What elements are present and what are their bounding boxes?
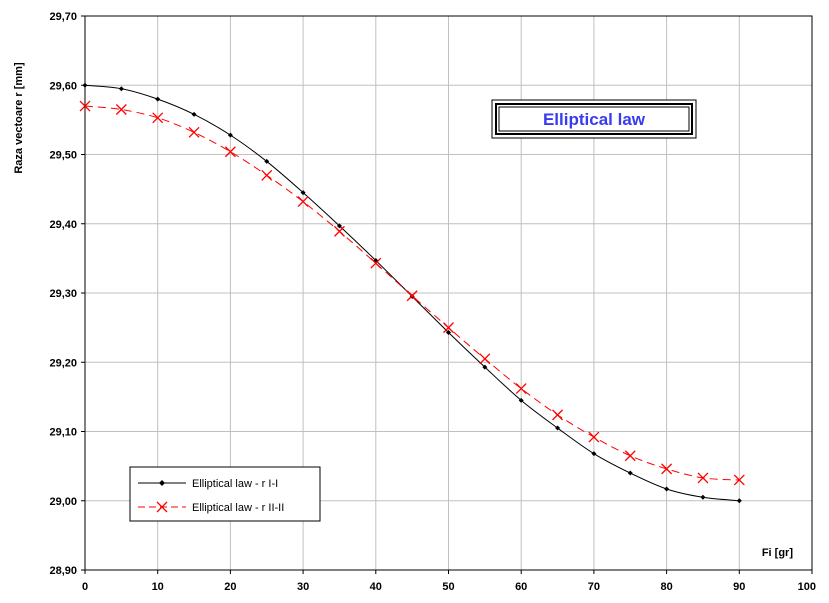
legend-marker-series-1	[159, 480, 165, 486]
data-point	[406, 290, 418, 302]
data-point	[661, 463, 673, 475]
y-tick-label: 29,30	[49, 288, 77, 300]
data-point	[700, 494, 706, 500]
data-point	[479, 353, 491, 365]
data-point	[482, 364, 488, 370]
x-tick-label: 0	[82, 581, 88, 593]
data-point	[82, 82, 88, 88]
data-point	[515, 383, 527, 395]
x-tick-label: 100	[798, 581, 816, 593]
legend-label-series-2: Elliptical law - r II-II	[192, 502, 284, 514]
data-point	[446, 329, 451, 335]
data-point	[736, 498, 742, 504]
data-point	[191, 111, 197, 117]
x-tick-label: 90	[733, 581, 745, 593]
data-point	[224, 146, 236, 158]
data-point	[588, 431, 600, 443]
data-point	[297, 196, 309, 208]
x-tick-label: 40	[370, 581, 382, 593]
data-point	[227, 132, 233, 138]
legend-marker-series-2	[156, 501, 168, 513]
data-point	[591, 451, 597, 457]
data-point	[370, 257, 382, 269]
y-tick-label: 29,60	[49, 80, 77, 92]
y-tick-label: 29,50	[49, 150, 77, 162]
series-2	[79, 100, 745, 486]
data-point	[697, 472, 709, 484]
data-point	[152, 112, 164, 124]
chart-title-box: Elliptical law	[491, 99, 697, 139]
data-point	[333, 225, 345, 237]
data-point	[79, 100, 91, 112]
data-point	[336, 223, 342, 229]
data-point	[664, 486, 670, 492]
y-tick-label: 28,90	[49, 565, 77, 577]
y-tick-label: 29,40	[49, 219, 77, 231]
data-point	[518, 397, 524, 403]
data-point	[627, 470, 633, 476]
y-axis-label: Raza vectoare r [mm]	[13, 62, 25, 174]
x-tick-label: 30	[297, 581, 309, 593]
x-tick-label: 80	[660, 581, 672, 593]
data-point	[552, 409, 564, 421]
y-axis: 28,90 29,00 29,10 29,20 29,30 29,40 29,50 29,60…	[49, 11, 85, 577]
y-tick-label: 29,10	[49, 427, 77, 439]
data-point	[624, 450, 636, 462]
y-tick-label: 29,20	[49, 357, 77, 369]
x-tick-label: 10	[152, 581, 164, 593]
data-point	[300, 190, 306, 196]
x-axis-label: Fi [gr]	[762, 547, 793, 559]
x-tick-label: 70	[588, 581, 600, 593]
grid	[85, 16, 812, 570]
y-tick-label: 29,70	[49, 11, 77, 23]
data-point	[188, 126, 200, 138]
data-point	[261, 169, 273, 181]
x-tick-label: 20	[224, 581, 236, 593]
data-point	[155, 96, 161, 102]
x-tick-label: 60	[515, 581, 527, 593]
legend-label-series-1: Elliptical law - r I-I	[192, 478, 278, 490]
series-layer	[79, 82, 745, 504]
y-tick-label: 29,00	[49, 496, 77, 508]
data-point	[443, 322, 454, 334]
x-tick-label: 50	[442, 581, 454, 593]
chart-title: Elliptical law	[543, 110, 646, 129]
data-point	[733, 474, 745, 486]
data-point	[115, 104, 127, 115]
x-axis: 0 10 20 30 40 50 60 70 80 90 100	[82, 570, 816, 593]
data-point	[555, 425, 561, 431]
data-point	[264, 158, 270, 164]
data-point	[118, 86, 124, 92]
legend: Elliptical law - r I-I Elliptical law - …	[129, 466, 321, 522]
